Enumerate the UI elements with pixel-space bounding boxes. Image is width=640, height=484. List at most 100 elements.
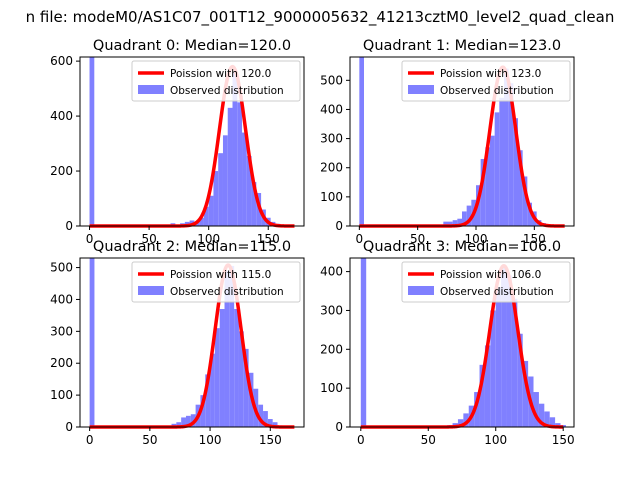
y-tick-label: 0 — [65, 219, 73, 233]
histogram-bar — [199, 217, 204, 226]
y-tick-label: 200 — [320, 342, 343, 356]
subplot-title: Quadrant 2: Median=115.0 — [93, 239, 291, 255]
histogram-bar — [480, 158, 486, 226]
subplot-title: Quadrant 3: Median=106.0 — [363, 239, 561, 255]
y-tick-label: 400 — [320, 265, 343, 279]
histogram-bar — [232, 72, 238, 226]
axes-frame — [349, 257, 575, 428]
x-tick-label: 0 — [86, 433, 94, 447]
y-tick-label: 100 — [320, 190, 343, 204]
x-tick-label: 0 — [357, 433, 365, 447]
legend-bar-swatch — [138, 286, 164, 295]
y-tick-label: 0 — [335, 420, 343, 434]
y-tick-label: 0 — [65, 420, 73, 434]
y-tick-label: 100 — [50, 388, 73, 402]
y-tick-label: 500 — [320, 73, 343, 87]
histogram-bar — [210, 353, 215, 427]
legend-box — [131, 60, 301, 102]
histogram-bar — [213, 171, 219, 226]
histogram-bar — [494, 112, 500, 226]
y-tick-label: 200 — [50, 356, 73, 370]
histogram-bar — [203, 206, 209, 226]
y-tick-label: 0 — [335, 219, 343, 233]
quadrant-3-axes: 0 50 100 150 0 100 200 300 400 Quadrant 3: Median… — [320, 239, 575, 447]
axes-frame — [79, 257, 305, 428]
histogram-bar — [267, 419, 273, 427]
histogram-bar — [504, 68, 509, 226]
histogram-bar — [501, 267, 507, 427]
y-tick-label: 400 — [50, 292, 73, 306]
legend-label: Poission with 106.0 — [440, 269, 541, 281]
histogram-bar — [224, 270, 230, 427]
histogram-bar — [518, 150, 523, 226]
x-tick-label: 150 — [257, 232, 280, 246]
x-tick-label: 50 — [142, 433, 157, 447]
subplot-title: Quadrant 0: Median=120.0 — [93, 38, 291, 54]
histogram-bar — [237, 102, 243, 226]
histogram-bar — [517, 333, 523, 427]
histogram-bar — [229, 265, 235, 427]
subplot-title: Quadrant 1: Median=123.0 — [363, 38, 561, 54]
histogram-bar — [513, 118, 518, 226]
histogram-bar — [227, 107, 233, 226]
legend-label: Observed distribution — [440, 286, 554, 298]
histogram-bar — [251, 182, 257, 226]
histogram-bar — [89, 258, 95, 427]
x-tick-label: 100 — [484, 433, 507, 447]
x-tick-label: 150 — [259, 433, 282, 447]
legend-box — [401, 60, 571, 102]
histogram-bar — [495, 287, 502, 427]
histogram-bar — [485, 147, 490, 226]
histogram-bar — [522, 176, 528, 226]
figure-suptitle: n file: modeM0/AS1C07_001T12_9000005632_… — [25, 8, 615, 26]
y-tick-label: 200 — [320, 161, 343, 175]
histogram-bar — [181, 417, 186, 427]
y-tick-label: 600 — [50, 54, 73, 68]
histogram-bar — [246, 155, 252, 226]
histogram-bar — [89, 57, 95, 226]
histogram-bar — [200, 395, 206, 427]
y-tick-label: 400 — [50, 109, 73, 123]
histogram-bar — [479, 364, 485, 427]
y-tick-label: 300 — [50, 324, 73, 338]
histogram-bar — [555, 423, 561, 427]
y-tick-label: 100 — [320, 381, 343, 395]
x-tick-label: 150 — [523, 232, 546, 246]
histogram-bar — [474, 392, 480, 427]
histogram-bar — [484, 345, 491, 427]
x-tick-label: 100 — [465, 232, 488, 246]
histogram-bar — [499, 97, 504, 226]
histogram-bar — [538, 403, 545, 427]
histogram-bar — [234, 309, 239, 427]
histogram-bar — [560, 425, 566, 427]
histogram-bar — [466, 205, 472, 226]
histogram-bar — [463, 413, 469, 427]
histogram-bar — [522, 360, 529, 427]
histogram-bar — [185, 415, 191, 427]
histogram-bar — [462, 211, 467, 226]
x-tick-label: 0 — [86, 232, 94, 246]
legend-box — [401, 261, 571, 303]
legend-label: Poission with 123.0 — [440, 68, 541, 80]
legend-label: Poission with 120.0 — [170, 68, 271, 80]
histogram-bar — [490, 310, 496, 427]
histogram-bar — [544, 411, 550, 427]
legend-bar-swatch — [408, 286, 434, 295]
histogram-bar — [448, 221, 453, 226]
histogram-bar — [242, 132, 247, 226]
y-tick-label: 200 — [50, 164, 73, 178]
histogram-bar — [527, 202, 532, 226]
histogram-bar — [176, 422, 182, 427]
x-tick-label: 50 — [410, 232, 425, 246]
x-tick-label: 50 — [141, 232, 156, 246]
legend-label: Observed distribution — [440, 85, 554, 97]
x-tick-label: 0 — [356, 232, 364, 246]
quadrant-1-axes: 0 50 100 150 0 100 200 300 400 500 Quadrant 1: Med… — [320, 38, 575, 246]
legend-label: Poission with 115.0 — [170, 269, 271, 281]
histogram-bar — [243, 348, 249, 427]
histogram-bar — [258, 404, 264, 427]
y-tick-label: 300 — [320, 132, 343, 146]
histogram-bar — [457, 218, 462, 226]
axes-frame — [349, 56, 575, 227]
